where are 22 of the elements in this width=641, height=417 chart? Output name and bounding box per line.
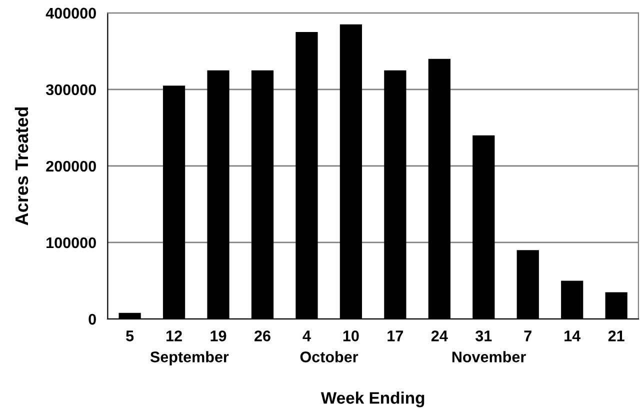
y-axis-title: Acres Treated [14,107,28,226]
text: November [452,351,526,362]
x-tick-label: 5 [126,330,134,342]
y-tick-label: 300000 [46,84,96,96]
x-tick-label: 14 [564,330,581,342]
x-tick-label: 10 [343,330,359,342]
y-tick-label: 0 [88,314,96,325]
x-axis-title: Week Ending [320,392,424,408]
y-tick-label: 200000 [46,160,96,172]
x-tick-label: 31 [475,330,492,342]
x-tick-label: 24 [431,330,448,342]
x-tick-label: 26 [254,330,270,342]
y-tick-label: 400000 [46,8,96,19]
y-tick-label: 100000 [46,237,96,248]
x-tick-label: 17 [388,330,403,342]
text: October [300,351,358,362]
x-tick-label: 19 [210,330,226,342]
x-tick-label: 4 [302,330,311,342]
x-tick-label: 12 [166,330,182,342]
x-tick-label: 7 [524,330,532,342]
x-tick-label: 21 [608,330,624,342]
text: September [150,351,229,366]
